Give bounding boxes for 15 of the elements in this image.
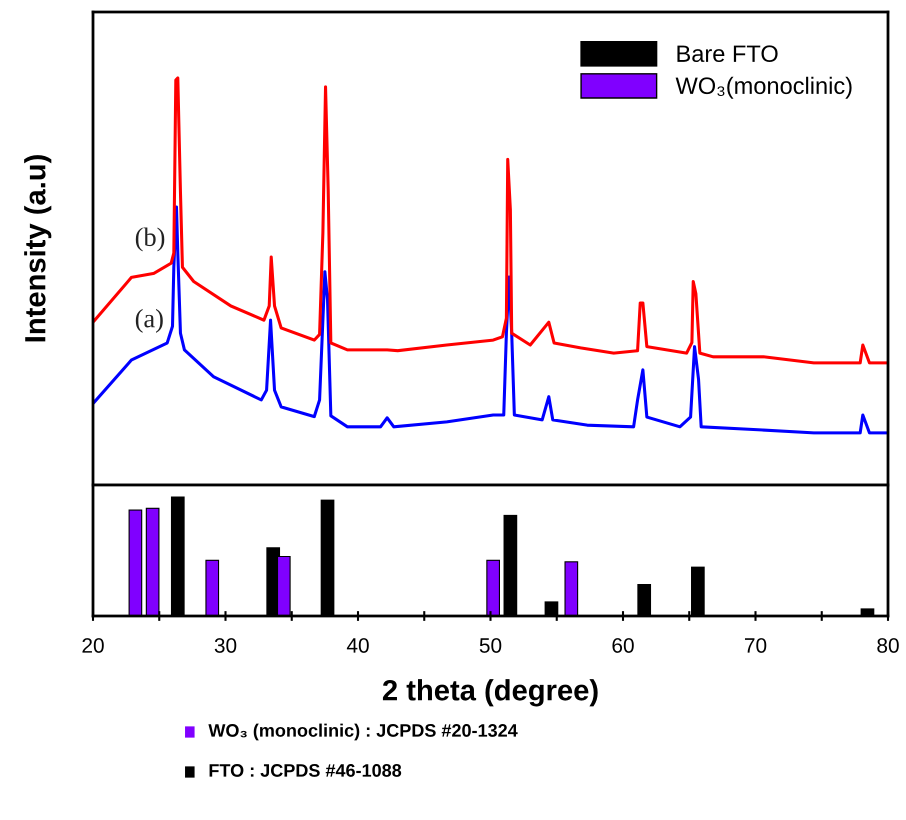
- legend-label: WO₃(monoclinic): [676, 76, 852, 99]
- series-label: (b): [136, 228, 164, 252]
- x-tick-label: 30: [214, 638, 236, 653]
- series-label: (a): [136, 308, 163, 333]
- legend-label: Bare FTO: [677, 45, 778, 62]
- x-tick-label: 20: [82, 638, 104, 653]
- x-tick-label: 70: [744, 638, 766, 653]
- x-tick-label: 80: [877, 638, 899, 653]
- y-axis-title: Intensity (a.u): [24, 155, 52, 342]
- x-axis-title: 2 theta (degree): [382, 679, 598, 706]
- x-tick-label: 40: [346, 638, 369, 653]
- x-tick-label: 50: [480, 638, 502, 653]
- x-tick-label: 60: [612, 638, 634, 653]
- text: FTO : JCPDS #46-1088: [210, 764, 402, 777]
- text: WO₃ (monoclinic) : JCPDS #20-1324: [208, 724, 518, 740]
